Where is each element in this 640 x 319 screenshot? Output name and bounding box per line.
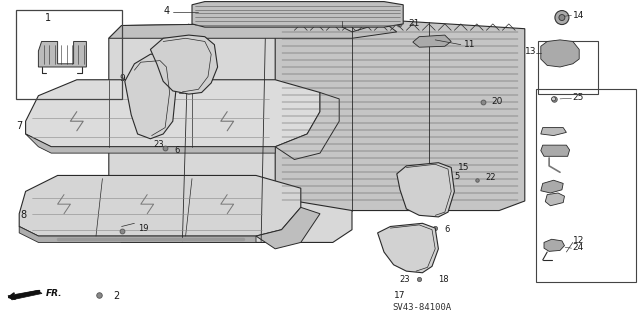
- Circle shape: [552, 97, 556, 101]
- Polygon shape: [109, 22, 352, 242]
- Polygon shape: [26, 134, 275, 153]
- Polygon shape: [413, 35, 451, 47]
- Text: 17: 17: [394, 291, 405, 300]
- Text: 10: 10: [164, 43, 175, 52]
- Polygon shape: [544, 239, 564, 251]
- Polygon shape: [38, 41, 86, 67]
- Polygon shape: [541, 145, 570, 156]
- Polygon shape: [397, 163, 454, 217]
- Text: 1: 1: [45, 12, 51, 23]
- Text: 24: 24: [573, 243, 584, 252]
- Polygon shape: [26, 80, 320, 147]
- Polygon shape: [256, 207, 320, 249]
- Polygon shape: [275, 93, 339, 160]
- Polygon shape: [19, 226, 256, 242]
- Text: 15: 15: [458, 163, 469, 172]
- Text: 11: 11: [464, 40, 476, 49]
- Text: 13: 13: [525, 48, 536, 56]
- Text: 21: 21: [408, 19, 420, 28]
- Text: FR.: FR.: [46, 289, 63, 298]
- Polygon shape: [275, 21, 525, 211]
- Polygon shape: [541, 40, 579, 67]
- Text: 25: 25: [573, 93, 584, 102]
- Text: 20: 20: [492, 97, 503, 106]
- Text: 22: 22: [485, 173, 495, 182]
- Text: 9: 9: [119, 74, 125, 83]
- Polygon shape: [125, 54, 176, 139]
- Text: 23: 23: [399, 275, 410, 284]
- Bar: [16, 10, 122, 99]
- Polygon shape: [541, 128, 566, 136]
- Text: 4: 4: [163, 6, 170, 16]
- Text: 7: 7: [16, 121, 22, 131]
- Text: 12: 12: [573, 236, 584, 245]
- Text: SV43-84100A: SV43-84100A: [393, 303, 452, 312]
- Text: 8: 8: [20, 210, 27, 220]
- Text: 14: 14: [573, 11, 584, 20]
- Circle shape: [559, 15, 565, 20]
- Text: 6: 6: [445, 225, 450, 234]
- Text: 21: 21: [419, 174, 429, 183]
- Text: 23: 23: [154, 140, 164, 149]
- Bar: [536, 89, 636, 282]
- Polygon shape: [109, 22, 397, 38]
- Bar: [538, 41, 598, 94]
- Text: 16: 16: [336, 13, 349, 24]
- Text: 5: 5: [454, 172, 460, 181]
- Polygon shape: [8, 290, 42, 300]
- Polygon shape: [541, 180, 563, 193]
- Polygon shape: [545, 193, 564, 206]
- Text: 6: 6: [174, 146, 179, 155]
- Polygon shape: [19, 175, 301, 236]
- Text: 18: 18: [438, 275, 449, 284]
- Text: 2: 2: [113, 291, 120, 301]
- Polygon shape: [378, 223, 438, 273]
- Text: 5: 5: [193, 86, 199, 95]
- Text: 19: 19: [138, 224, 148, 233]
- Circle shape: [555, 11, 569, 25]
- Polygon shape: [150, 35, 218, 94]
- Polygon shape: [192, 2, 403, 27]
